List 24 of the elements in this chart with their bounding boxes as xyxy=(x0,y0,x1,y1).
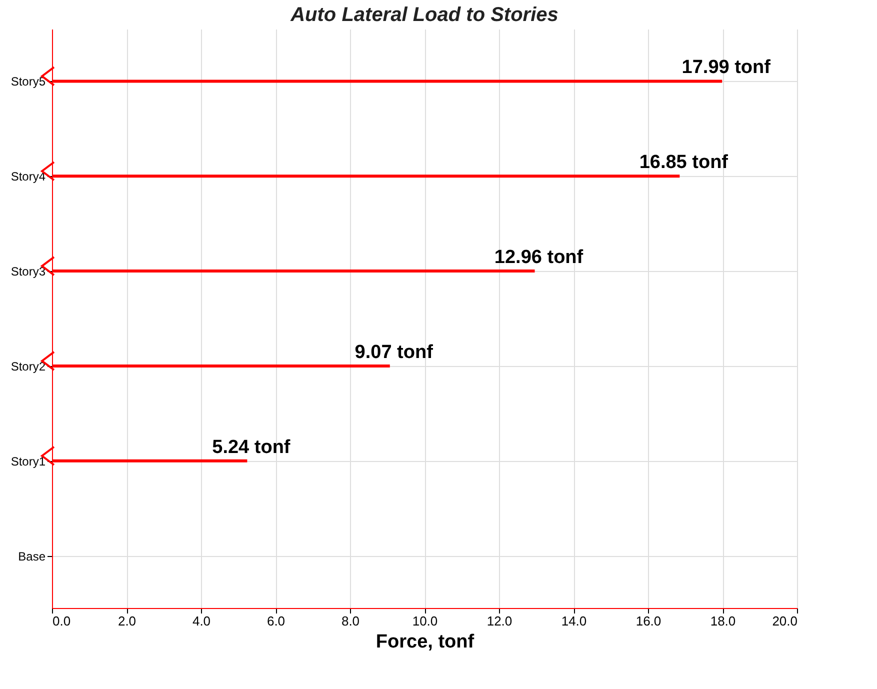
y-tick-label: Story4 xyxy=(10,170,46,184)
y-tick-label: Story2 xyxy=(10,359,46,374)
x-tick-label: 6.0 xyxy=(266,614,286,628)
data-label: 9.07 tonf xyxy=(354,342,434,363)
data-label: 16.85 tonf xyxy=(639,152,729,174)
x-tick-label: 14.0 xyxy=(561,614,587,628)
data-label: 12.96 tonf xyxy=(494,247,584,268)
y-tick-label: Base xyxy=(18,549,46,564)
y-tick-label: Story3 xyxy=(10,264,46,279)
x-tick-label: 16.0 xyxy=(636,614,662,628)
x-tick-label: 18.0 xyxy=(710,614,736,628)
x-tick-label: 4.0 xyxy=(192,614,211,628)
x-tick-label: 20.0 xyxy=(772,614,798,628)
chart-title: Auto Lateral Load to Stories xyxy=(290,4,558,26)
y-tick-label: Story5 xyxy=(10,74,46,89)
data-label: 5.24 tonf xyxy=(212,436,291,458)
x-axis-title: Force, tonf xyxy=(376,632,475,652)
x-tick-label: 10.0 xyxy=(412,614,438,628)
x-tick-label: 8.0 xyxy=(341,614,360,628)
data-label: 17.99 tonf xyxy=(682,57,772,78)
x-tick-label: 0.0 xyxy=(52,614,71,628)
y-tick-label: Story1 xyxy=(10,454,46,468)
x-tick-label: 12.0 xyxy=(486,614,512,628)
x-tick-label: 2.0 xyxy=(118,614,136,628)
